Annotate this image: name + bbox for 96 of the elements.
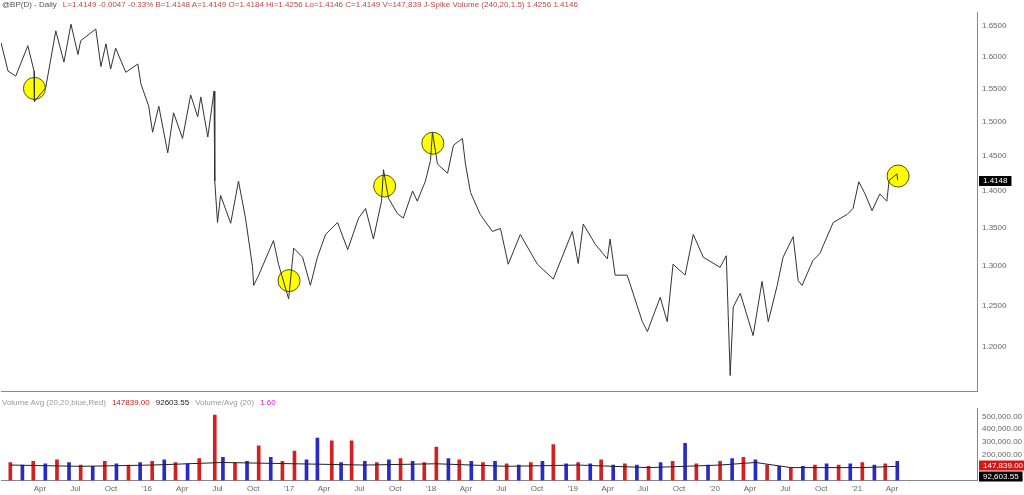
bar xyxy=(588,463,593,481)
bar xyxy=(31,460,36,481)
bar xyxy=(8,462,13,481)
bar xyxy=(765,464,769,481)
bar xyxy=(848,463,853,481)
bar xyxy=(564,463,568,481)
y-tick-label: 1.2500 xyxy=(982,300,1008,310)
y-tick-label: 1.4000 xyxy=(982,186,1008,196)
bar xyxy=(683,442,687,481)
y-tick-label: 1.4500 xyxy=(982,150,1008,160)
y-tick-label: 200,000.00 xyxy=(982,450,1023,460)
y-tick-label: 1.5000 xyxy=(982,116,1008,126)
bar xyxy=(212,414,217,481)
bar xyxy=(599,459,603,481)
bar xyxy=(551,444,556,481)
text: Volume Avg (20,20,blue,Red) xyxy=(2,398,106,407)
bar xyxy=(718,460,722,481)
bar xyxy=(801,466,805,481)
bar xyxy=(611,464,616,481)
bar xyxy=(150,460,155,481)
y-tick-label: 1.3000 xyxy=(982,261,1008,270)
x-tick-label: Jul xyxy=(638,484,649,494)
bar xyxy=(387,459,391,481)
bar xyxy=(813,464,817,481)
text: Volume/Avg (20) xyxy=(195,398,255,407)
x-tick-label: Jul xyxy=(496,484,507,494)
bar xyxy=(706,464,710,481)
x-tick-label: Apr xyxy=(743,484,757,494)
x-tick-label: Jul xyxy=(70,484,81,494)
text: 92603.55 xyxy=(155,398,190,407)
y-tick-label: 1.2000 xyxy=(982,341,1008,351)
bar xyxy=(730,458,734,481)
y-tick-label: 500,000.00 xyxy=(982,411,1023,421)
bar xyxy=(493,460,497,481)
bar xyxy=(895,460,900,481)
x-tick-label: Oct xyxy=(672,484,686,494)
x-tick-label: '18 xyxy=(425,484,437,494)
x-tick-label: Apr xyxy=(33,484,47,494)
bar xyxy=(788,467,793,481)
bar xyxy=(481,462,485,481)
x-tick-label: Apr xyxy=(175,484,189,494)
x-tick-label: Oct xyxy=(530,484,544,494)
text: 92,603.55 xyxy=(983,471,1020,481)
bar xyxy=(329,440,334,481)
y-tick-label: 1.3500 xyxy=(982,222,1008,232)
bar xyxy=(635,464,639,481)
bar xyxy=(362,460,367,481)
bar xyxy=(883,463,888,481)
y-tick-label: 400,000.00 xyxy=(982,424,1023,434)
bar xyxy=(233,462,237,481)
x-tick-label: '16 xyxy=(141,484,153,494)
x-tick-label: Apr xyxy=(601,484,615,494)
x-tick-label: Apr xyxy=(459,484,473,494)
bar xyxy=(623,463,627,481)
bar xyxy=(162,459,167,481)
bar xyxy=(777,466,781,481)
bar xyxy=(43,463,48,481)
x-tick-label: '20 xyxy=(709,484,721,494)
text: L=1.4149 -0.0047 -0.33% B=1.4148 A=1.4149 O=1.4184 Hi=1.4256 Lo=1.4146 C=1.4149 V=147,839 J-Spike Volume (240,20,1.5) 1.4256 1.4146 xyxy=(62,0,578,9)
bar xyxy=(256,445,261,481)
bar xyxy=(339,462,343,481)
bar xyxy=(375,462,379,481)
y-tick-label: 1.6500 xyxy=(982,20,1008,30)
bar xyxy=(457,459,462,481)
bar xyxy=(78,464,83,481)
chart-title: @BP(D) - Daily xyxy=(2,0,57,9)
bar xyxy=(268,457,273,481)
x-tick-label: Oct xyxy=(388,484,403,494)
x-tick-label: '21 xyxy=(851,484,863,494)
text: 147,839.00 xyxy=(983,460,1024,470)
x-tick-label: Oct xyxy=(814,484,829,494)
bar xyxy=(221,457,225,481)
bar xyxy=(55,459,59,481)
bar xyxy=(197,458,202,481)
y-tick-label: 1.6000 xyxy=(982,51,1008,61)
x-tick-label: Jul xyxy=(212,484,223,494)
text: 147839.00 xyxy=(111,398,150,407)
bar xyxy=(138,462,142,481)
point xyxy=(886,164,910,188)
bar xyxy=(102,460,107,481)
y-tick-label: 300,000.00 xyxy=(982,437,1023,447)
text: 1.60 xyxy=(260,398,276,407)
y-tick-label: 1.5500 xyxy=(982,83,1008,93)
bar xyxy=(90,466,95,481)
bar xyxy=(504,463,509,481)
x-tick-label: Apr xyxy=(317,484,331,494)
x-tick-label: Jul xyxy=(354,484,365,494)
x-tick-label: '17 xyxy=(283,484,295,494)
bar xyxy=(469,460,474,481)
bar xyxy=(245,460,249,481)
x-tick-label: '19 xyxy=(567,484,579,494)
text: 1.4148 xyxy=(983,176,1009,186)
x-tick-label: Oct xyxy=(104,484,118,494)
x-tick-label: Jul xyxy=(780,484,791,494)
x-tick-label: Oct xyxy=(247,484,261,494)
x-tick-label: Apr xyxy=(885,484,899,494)
